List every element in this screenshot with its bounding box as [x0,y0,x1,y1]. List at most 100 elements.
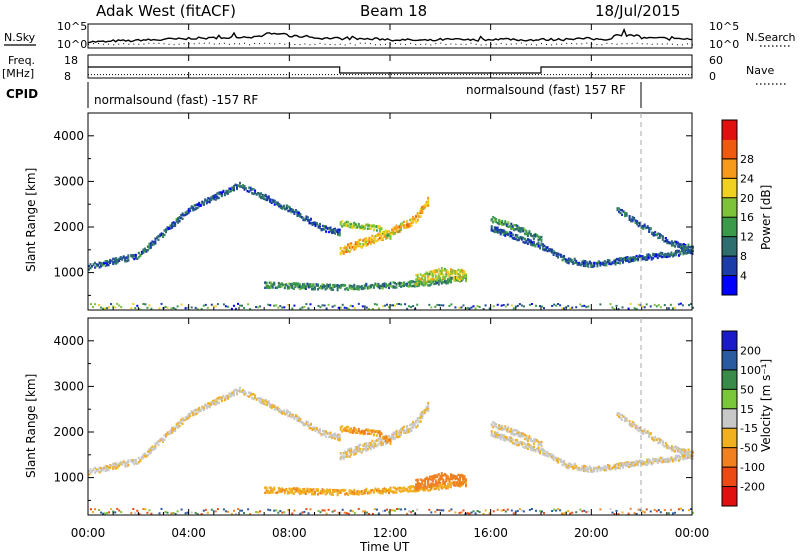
power-cell [337,231,340,234]
velocity-cell [499,435,502,438]
power-cell [401,223,404,226]
power-cell [437,280,440,283]
power-cell [434,281,437,284]
velocity-cell [301,488,304,491]
velocity-cell [588,465,591,468]
power-cell [269,198,272,201]
velocity-cell [351,492,354,496]
power-cell [174,308,177,311]
power-cell [220,194,223,198]
power-cell [133,257,136,261]
power-cell [407,281,410,284]
power-cell [375,234,378,237]
velocity-cell [392,431,395,434]
power-cell [265,281,268,285]
power-cell [632,259,635,262]
velocity-cell [354,446,357,449]
velocity-cell [438,509,441,512]
velocity-cell [406,487,409,491]
velocity-cell [549,453,552,456]
power-cell [365,283,368,286]
power-cell [309,283,312,286]
power-cell [98,261,101,264]
velocity-cell [282,411,285,414]
velocity-cell [534,440,537,443]
power-cell [557,256,560,259]
power-cell [664,239,667,243]
power-cell [183,214,186,217]
power-cell [320,285,322,288]
velocity-cell [654,438,657,442]
power-cell [303,218,306,222]
velocity-cell [307,512,310,515]
velocity-cell [254,394,257,397]
velocity-cell [537,446,540,450]
power-cell [312,288,315,291]
power-cell [406,282,409,286]
power-cell [374,237,377,241]
power-y-tick-label: 3000 [53,174,84,188]
velocity-cell [366,444,369,447]
power-cell [348,246,351,249]
velocity-cell [680,453,683,457]
power-cell [536,234,538,237]
power-cell [235,307,237,310]
power-heatmap [88,181,694,311]
power-cell [338,228,341,231]
velocity-cell [391,436,393,439]
freq-right-tick-bottom: 0 [709,70,716,83]
power-cell [620,259,623,262]
velocity-cbar-swatch [722,350,737,371]
power-cell [415,278,418,281]
velocity-cell [317,509,320,512]
velocity-cell [319,511,322,514]
power-cell [434,269,437,272]
power-cell [673,240,676,243]
power-cell [629,302,632,305]
power-cell [249,308,252,311]
velocity-cell [406,512,409,515]
power-cell [354,242,357,246]
power-cell [647,256,650,259]
power-cell [412,218,415,221]
power-cell [323,304,326,307]
power-cell [523,241,526,244]
power-cell [593,264,596,268]
power-cell [335,229,338,232]
power-cell [413,281,416,284]
velocity-cell [333,488,336,492]
power-cell [150,307,153,310]
power-cell [239,304,241,307]
velocity-cell [585,466,588,469]
velocity-cell [582,466,585,470]
velocity-cell [655,510,658,513]
velocity-cell [171,428,174,431]
power-cell [455,276,458,279]
velocity-cell [344,429,347,432]
power-cell [409,280,412,283]
power-cell [305,217,308,220]
power-cell [204,199,207,202]
velocity-cell [305,420,308,423]
velocity-cell [409,487,412,490]
velocity-cell [499,427,502,431]
power-cell [350,243,353,247]
velocity-cell [664,442,667,445]
power-cell [267,195,270,198]
velocity-cell [406,428,409,432]
velocity-cell [419,483,422,486]
velocity-cell [582,464,585,468]
power-cell [540,238,543,241]
power-cell [451,273,454,276]
velocity-cell [436,486,439,489]
velocity-cell [646,430,649,433]
power-cell [200,308,203,311]
velocity-cell [272,405,275,408]
power-cell [381,287,384,290]
power-cell [400,224,403,228]
velocity-cell [415,479,418,482]
velocity-cell [357,427,360,431]
power-cell [265,285,268,289]
power-cell [678,243,681,246]
power-cell [613,308,616,310]
